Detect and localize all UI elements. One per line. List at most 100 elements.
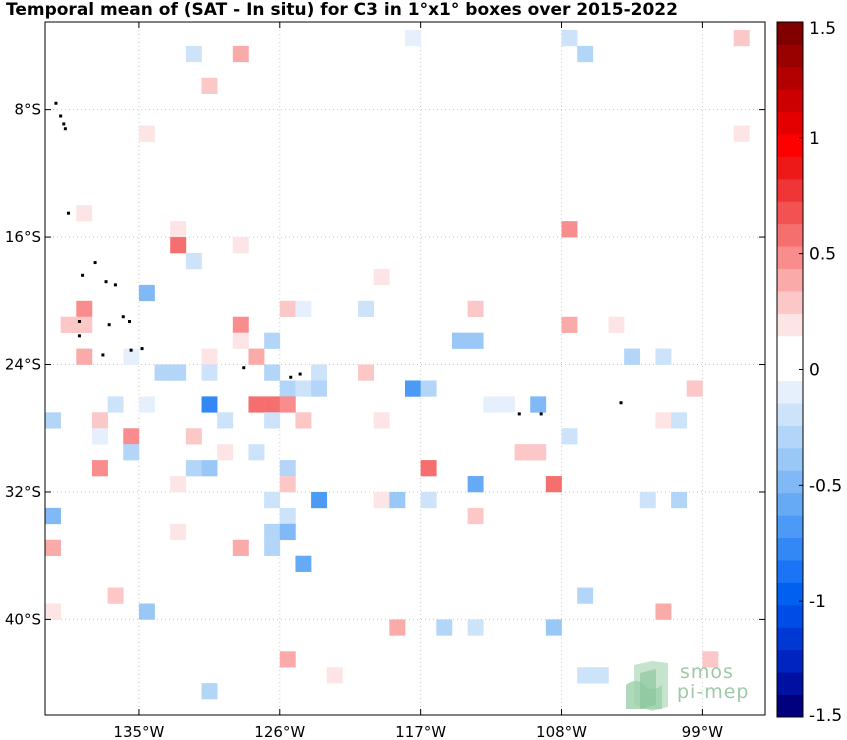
heatmap-cell <box>60 316 77 333</box>
heatmap-cell <box>123 348 140 365</box>
heatmap-cell <box>467 300 484 318</box>
heatmap-cell <box>232 539 249 556</box>
heatmap-cell <box>279 460 296 477</box>
heatmap-cell <box>373 491 390 509</box>
colorbar-segment <box>777 268 803 292</box>
heatmap-cell <box>358 364 374 381</box>
heatmap-cell <box>655 348 672 365</box>
y-tick-label: 16°S <box>5 228 41 246</box>
heatmap-cell <box>138 284 155 302</box>
heatmap-cell <box>561 428 578 445</box>
heatmap-cell <box>373 268 390 286</box>
heatmap-cell <box>436 619 453 636</box>
heatmap-cell <box>170 237 187 254</box>
heatmap-cell <box>639 491 656 509</box>
heatmap-cell <box>232 316 249 333</box>
heatmap-cell <box>217 412 234 429</box>
heatmap-cell <box>201 77 218 94</box>
island-mark <box>62 122 66 126</box>
heatmap-cell <box>733 125 750 142</box>
heatmap-cell <box>577 667 594 684</box>
heatmap-cell <box>467 507 484 525</box>
heatmap-cell <box>561 29 578 47</box>
heatmap-cell <box>45 603 61 620</box>
heatmap-cell <box>232 45 249 63</box>
heatmap-cell <box>295 380 312 397</box>
heatmap-cell <box>311 364 328 381</box>
heatmap-cell <box>138 603 155 620</box>
map-title: Temporal mean of (SAT - In situ) for C3 … <box>6 0 678 20</box>
heatmap-cell <box>185 460 202 477</box>
heatmap-cell <box>185 428 202 445</box>
island-mark <box>242 366 246 370</box>
island-mark <box>140 347 144 351</box>
heatmap-cell <box>577 587 594 604</box>
heatmap-cell <box>201 396 218 413</box>
heatmap-cell <box>185 45 202 63</box>
y-axis-ticks: 8°S 16°S 24°S 32°S 40°S <box>5 101 765 628</box>
heatmap-cell <box>76 316 93 333</box>
island-mark <box>63 127 67 131</box>
heatmap-cell <box>264 332 281 349</box>
heatmap-cell <box>373 412 390 429</box>
logo-text-pimep: pi-mep <box>677 681 750 703</box>
logo-text-smos: smos <box>680 661 734 683</box>
heatmap-cell <box>217 444 234 461</box>
colorbar-segment <box>777 537 803 561</box>
heatmap-cell <box>561 221 578 238</box>
heatmap-cell <box>154 364 171 381</box>
smos-pimep-logo: smos pi-mep <box>622 655 762 715</box>
heatmap-cell <box>279 300 296 318</box>
island-mark <box>107 323 111 327</box>
colorbar-segment <box>777 604 803 628</box>
colorbar-tick-label: -1.5 <box>809 706 842 726</box>
colorbar-segment <box>777 358 803 382</box>
heatmap-cell <box>561 316 578 333</box>
colorbar-segment <box>777 515 803 539</box>
x-tick-label: 126°W <box>254 723 305 740</box>
heatmap-cell <box>420 380 437 397</box>
heatmap-cell <box>498 396 515 413</box>
island-mark <box>289 375 293 379</box>
heatmap-cell <box>608 316 625 333</box>
heatmap-cell <box>264 539 281 556</box>
heatmap-cell <box>389 491 406 509</box>
colorbar-tick-label: 0.5 <box>809 245 836 265</box>
heatmap-cell <box>91 412 108 429</box>
x-tick-label: 99°W <box>682 723 724 740</box>
heatmap-cell <box>467 619 484 636</box>
heatmap-cell <box>232 332 249 349</box>
island-mark <box>129 348 133 352</box>
x-tick-label: 108°W <box>536 723 587 740</box>
island-mark <box>66 211 70 215</box>
heatmap-cell <box>138 125 155 142</box>
heatmap-cell <box>311 380 328 397</box>
colorbar-segment <box>777 560 803 583</box>
heatmap-cell <box>420 491 437 509</box>
heatmap-cell <box>76 348 93 365</box>
heatmap-cell <box>420 460 437 477</box>
colorbar-segment <box>777 582 803 606</box>
island-mark <box>77 320 81 324</box>
colorbar-segment <box>777 403 803 426</box>
heatmap-cell <box>577 45 594 63</box>
heatmap-cell <box>264 523 281 541</box>
heatmap-cell <box>279 507 296 525</box>
heatmap-cells <box>45 29 750 700</box>
heatmap-cell <box>389 619 406 636</box>
heatmap-cell <box>107 396 124 413</box>
heatmap-cell <box>279 396 296 413</box>
heatmap-cell <box>201 348 218 365</box>
island-mark <box>619 401 623 405</box>
colorbar-segment <box>777 156 803 180</box>
colorbar-segment <box>777 627 803 651</box>
heatmap-cell <box>76 300 93 318</box>
heatmap-cell <box>279 476 296 493</box>
island-mark <box>517 412 521 416</box>
heatmap-cell <box>545 476 562 493</box>
heatmap-cell <box>45 507 61 525</box>
colorbar-ticks: 1.5 1 0.5 0 -0.5 -1 -1.5 <box>799 19 842 726</box>
heatmap-cell <box>405 380 421 397</box>
colorbar-segment <box>777 89 803 113</box>
heatmap-cell <box>655 603 672 620</box>
